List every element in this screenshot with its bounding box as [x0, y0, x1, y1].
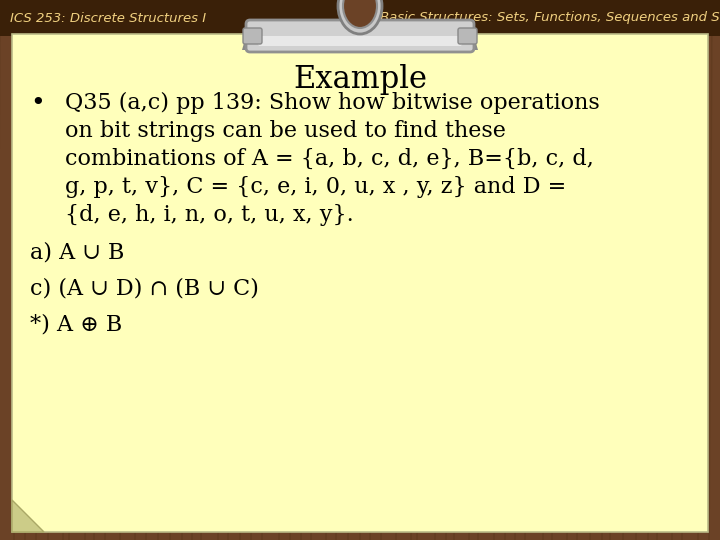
Text: g, p, t, v}, C = {c, e, i, 0, u, x , y, z} and D =: g, p, t, v}, C = {c, e, i, 0, u, x , y, …	[65, 176, 566, 198]
Ellipse shape	[338, 0, 382, 34]
Text: Q35 (a,c) pp 139: Show how bitwise operations: Q35 (a,c) pp 139: Show how bitwise opera…	[65, 92, 600, 114]
FancyBboxPatch shape	[12, 34, 708, 532]
FancyBboxPatch shape	[246, 20, 474, 52]
Text: Example: Example	[293, 64, 427, 95]
Polygon shape	[242, 22, 478, 50]
FancyBboxPatch shape	[0, 0, 720, 36]
Circle shape	[343, 3, 373, 33]
Text: ICS 253: Discrete Structures I: ICS 253: Discrete Structures I	[10, 11, 206, 24]
Text: Basic Structures: Sets, Functions, Sequences and Sums: Basic Structures: Sets, Functions, Seque…	[380, 11, 720, 24]
Text: {d, e, h, i, n, o, t, u, x, y}.: {d, e, h, i, n, o, t, u, x, y}.	[65, 204, 354, 226]
Text: •: •	[30, 92, 45, 115]
Text: on bit strings can be used to find these: on bit strings can be used to find these	[65, 120, 506, 142]
FancyBboxPatch shape	[258, 36, 462, 46]
Text: c) (A ∪ D) ∩ (B ∪ C): c) (A ∪ D) ∩ (B ∪ C)	[30, 278, 259, 300]
FancyBboxPatch shape	[243, 28, 262, 44]
Polygon shape	[12, 500, 44, 532]
FancyBboxPatch shape	[458, 28, 477, 44]
Text: 28: 28	[347, 10, 369, 25]
Text: combinations of A = {a, b, c, d, e}, B={b, c, d,: combinations of A = {a, b, c, d, e}, B={…	[65, 148, 594, 170]
Text: *) A ⊕ B: *) A ⊕ B	[30, 314, 122, 336]
Ellipse shape	[343, 0, 377, 28]
Text: a) A ∪ B: a) A ∪ B	[30, 242, 125, 264]
FancyBboxPatch shape	[348, 4, 372, 24]
